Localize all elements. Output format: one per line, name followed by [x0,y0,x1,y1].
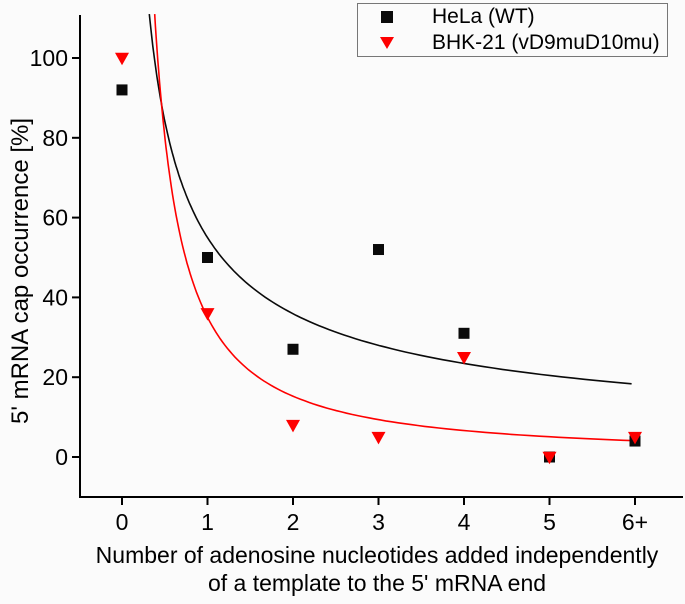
fit-curve-hela [148,14,632,385]
triangle-down-icon [380,36,394,50]
x-tick-label: 2 [287,509,300,535]
data-point-hela [116,84,128,96]
y-tick-label: 40 [42,284,68,310]
data-point-hela [202,252,213,263]
data-point-bhk21 [200,308,215,321]
legend-item-label: HeLa (WT) [432,5,535,28]
data-point-bhk21 [628,431,642,445]
fit-curve-bhk21 [153,14,636,442]
x-axis-title-line2: of a template to the 5' mRNA end [207,570,547,596]
x-tick-label: 1 [201,509,214,535]
data-point-bhk21 [542,451,557,465]
x-axis-title: Number of adenosine nucleotides added in… [72,541,682,597]
data-point-bhk21 [115,52,129,66]
legend-item: HeLa (WT) [358,4,667,30]
triangle-down-icon [380,37,394,49]
data-point-bhk21 [286,419,300,433]
y-axis-title: 5' mRNA cap occurrence [%] [7,117,34,425]
data-point-hela [373,244,384,256]
y-tick-label: 0 [55,444,68,470]
x-tick-label: 3 [372,509,385,535]
y-tick-label: 60 [42,205,68,231]
legend: HeLa (WT) BHK-21 (vD9muD10mu) [357,3,668,57]
data-point-hela [458,327,470,339]
square-icon [381,11,393,23]
x-tick-label: 4 [458,509,471,535]
square-icon [380,10,394,24]
x-tick-label: 5 [543,509,556,535]
y-tick-label: 20 [42,364,68,390]
legend-item: BHK-21 (vD9muD10mu) [358,30,667,56]
x-tick-label: 6+ [622,509,648,535]
x-axis-title-line1: Number of adenosine nucleotides added in… [95,542,659,568]
y-tick-label: 100 [30,45,68,71]
data-point-hela [287,343,299,355]
legend-item-label: BHK-21 (vD9muD10mu) [432,31,660,54]
data-point-bhk21 [371,431,386,445]
data-point-bhk21 [457,352,471,365]
x-tick-label: 0 [116,509,129,535]
y-tick-label: 80 [42,125,68,151]
